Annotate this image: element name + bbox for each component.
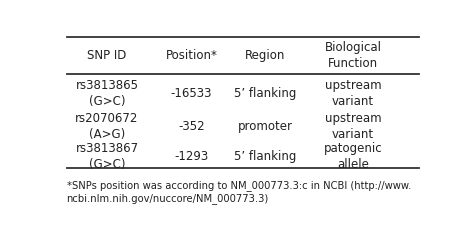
Text: rs3813865
(G>C): rs3813865 (G>C) [75,79,138,108]
Text: upstream
variant: upstream variant [325,79,382,108]
Text: upstream
variant: upstream variant [325,112,382,141]
Text: 5’ flanking: 5’ flanking [234,87,296,100]
Text: 5’ flanking: 5’ flanking [234,150,296,163]
Text: ncbi.nlm.nih.gov/nuccore/NM_000773.3): ncbi.nlm.nih.gov/nuccore/NM_000773.3) [66,193,269,204]
Text: -16533: -16533 [171,87,212,100]
Text: Biological
Function: Biological Function [325,41,382,70]
Text: -352: -352 [178,120,205,133]
Text: SNP ID: SNP ID [87,49,127,62]
Text: Region: Region [245,49,285,62]
Text: -1293: -1293 [174,150,209,163]
Text: promoter: promoter [237,120,292,133]
Text: patogenic
allele: patogenic allele [324,142,383,171]
Text: rs3813867
(G>C): rs3813867 (G>C) [75,142,138,171]
Text: Position*: Position* [165,49,218,62]
Text: *SNPs position was according to NM_000773.3:c in NCBI (http://www.: *SNPs position was according to NM_00077… [66,180,411,191]
Text: rs2070672
(A>G): rs2070672 (A>G) [75,112,139,141]
